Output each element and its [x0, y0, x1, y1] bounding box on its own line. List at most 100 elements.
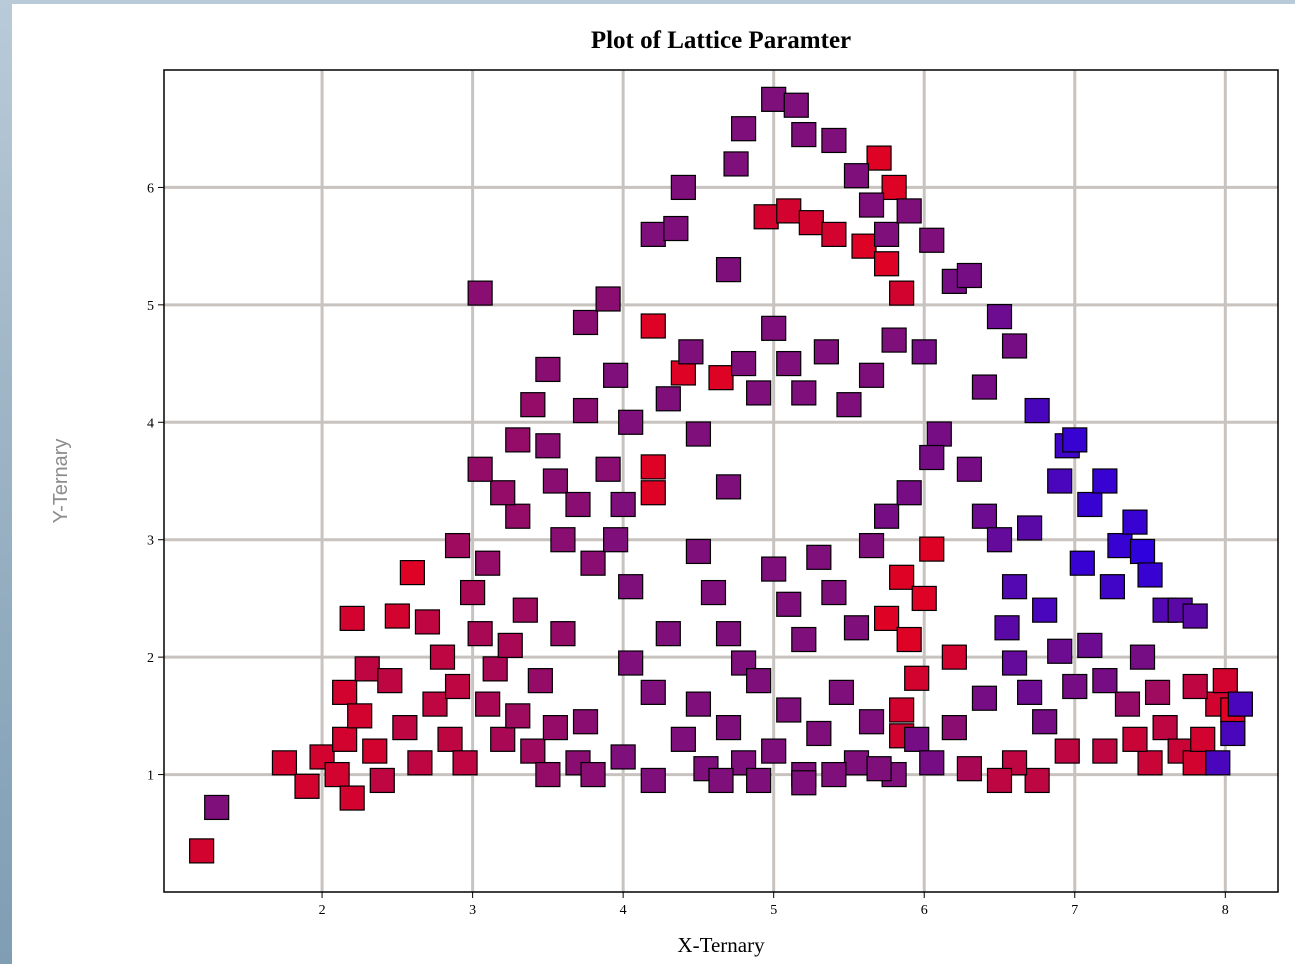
data-point: [452, 750, 478, 776]
data-point: [783, 92, 809, 118]
y-tick-label: 6: [147, 181, 154, 196]
data-point: [505, 503, 531, 529]
data-point: [407, 750, 433, 776]
data-point: [324, 761, 350, 788]
y-tick-label: 3: [147, 534, 154, 549]
data-point: [994, 615, 1020, 641]
data-point: [889, 564, 915, 590]
data-point: [542, 468, 569, 494]
data-point: [776, 350, 802, 377]
data-point: [1152, 714, 1178, 741]
data-point: [919, 750, 945, 776]
data-point: [858, 362, 885, 388]
data-point: [821, 221, 847, 247]
data-point: [753, 204, 779, 230]
data-point: [715, 474, 742, 500]
data-point: [685, 538, 712, 565]
data-point: [776, 198, 802, 224]
data-point: [843, 615, 870, 641]
data-point: [444, 532, 471, 559]
data-point: [1220, 720, 1246, 747]
data-point: [377, 668, 403, 694]
data-point: [572, 709, 599, 735]
data-point: [1001, 333, 1028, 359]
data-point: [858, 532, 885, 559]
data-point: [1077, 491, 1103, 518]
data-point: [873, 503, 900, 529]
data-point: [640, 480, 666, 506]
data-point: [1062, 673, 1088, 700]
data-point: [685, 691, 712, 717]
x-tick-label: 5: [770, 903, 777, 918]
data-point: [392, 714, 418, 741]
data-point: [806, 544, 832, 570]
data-point: [1129, 644, 1156, 670]
data-point: [1107, 532, 1133, 559]
data-point: [1047, 468, 1073, 494]
data-point: [1205, 750, 1231, 776]
data-point: [1182, 603, 1208, 629]
data-point: [746, 380, 772, 406]
data-point: [1032, 597, 1058, 623]
data-point: [490, 726, 516, 752]
data-point: [618, 409, 644, 435]
data-point: [618, 574, 644, 600]
data-point: [843, 750, 870, 776]
scatter-chart: 2 3 4 5 6 7 8 1 2 3 4 5 6 Plot of Lattice Paramter X…: [50, 27, 1279, 957]
data-point: [858, 709, 885, 735]
x-tick-label: 4: [620, 903, 627, 918]
data-point: [542, 714, 569, 741]
data-point: [896, 480, 922, 506]
data-point: [475, 691, 501, 717]
data-point: [986, 767, 1013, 794]
data-point: [941, 714, 967, 741]
data-point: [550, 621, 576, 647]
data-point: [791, 380, 817, 406]
data-point: [640, 767, 666, 794]
data-point: [663, 215, 689, 242]
y-tick-label: 1: [147, 769, 154, 784]
data-point: [332, 726, 358, 752]
data-point: [941, 644, 967, 670]
data-point: [806, 720, 832, 747]
data-point: [821, 127, 847, 154]
data-point: [505, 703, 531, 729]
data-point: [655, 386, 681, 412]
x-axis-label: X-Ternary: [677, 933, 765, 957]
chart-title: Plot of Lattice Paramter: [591, 27, 851, 54]
data-point: [746, 767, 772, 794]
data-point: [1092, 738, 1118, 764]
data-point: [700, 579, 727, 606]
data-point: [761, 315, 787, 341]
data-point: [971, 503, 998, 529]
y-axis-label: Y-Ternary: [50, 439, 72, 524]
data-point: [761, 738, 787, 764]
data-point: [1054, 738, 1080, 764]
data-point: [429, 644, 456, 670]
data-point: [535, 433, 561, 459]
data-point: [1001, 650, 1028, 676]
data-point: [640, 679, 666, 705]
x-tick-label: 7: [1071, 903, 1078, 918]
data-point: [1212, 668, 1238, 694]
data-point: [873, 221, 900, 247]
data-point: [708, 365, 734, 391]
data-point: [776, 697, 802, 723]
data-point: [1137, 750, 1163, 776]
data-point: [866, 756, 892, 782]
data-point: [490, 480, 516, 506]
x-tick-label: 8: [1222, 903, 1229, 918]
data-point: [399, 559, 425, 586]
data-point: [911, 339, 937, 365]
data-point: [836, 392, 862, 418]
data-point: [467, 456, 493, 482]
data-point: [670, 726, 696, 752]
data-point: [1017, 515, 1043, 541]
data-points: [189, 86, 1253, 864]
data-point: [603, 527, 629, 553]
data-point: [527, 668, 553, 694]
data-point: [896, 198, 922, 224]
data-point: [761, 86, 787, 112]
data-point: [1062, 427, 1088, 453]
data-point: [798, 210, 824, 236]
